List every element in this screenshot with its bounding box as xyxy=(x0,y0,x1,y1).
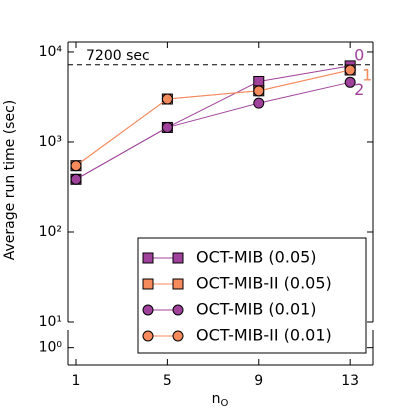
x-axis-label-base: n xyxy=(212,391,221,407)
series-line xyxy=(75,69,351,167)
marker xyxy=(253,85,265,97)
x-tick-label: 5 xyxy=(163,373,172,389)
y-tick-label: 10⁰ xyxy=(39,340,63,356)
marker xyxy=(70,160,82,172)
series-line xyxy=(75,69,351,167)
legend-label: OCT-MIB (0.01) xyxy=(196,300,317,319)
marker xyxy=(344,76,356,88)
series-line xyxy=(75,65,351,180)
x-axis-label-sub: O xyxy=(221,398,229,409)
legend-marker xyxy=(142,278,154,290)
marker xyxy=(253,75,265,87)
y-tick-label: 10² xyxy=(39,224,62,240)
legend-label: OCT-MIB-II (0.05) xyxy=(196,274,332,293)
reference-label: 7200 sec xyxy=(86,48,150,64)
annotation: 0 xyxy=(354,45,364,64)
x-tick-label: 1 xyxy=(72,373,81,389)
x-tick-label: 13 xyxy=(341,373,359,389)
legend-marker xyxy=(142,252,154,264)
legend-marker xyxy=(172,252,184,264)
y-tick-label: 10³ xyxy=(39,134,62,150)
marker xyxy=(344,64,356,76)
annotation: 2 xyxy=(354,80,364,99)
marker xyxy=(161,121,173,133)
legend-marker xyxy=(172,278,184,290)
marker xyxy=(253,97,265,109)
y-tick-label: 10¹ xyxy=(39,314,62,330)
legend-marker xyxy=(142,304,154,316)
legend-label: OCT-MIB-II (0.01) xyxy=(196,326,332,345)
y-axis-label: Average run time (sec) xyxy=(2,100,18,261)
legend-marker xyxy=(172,304,184,316)
marker xyxy=(70,173,82,185)
series-line xyxy=(75,81,351,180)
legend-marker xyxy=(172,330,184,342)
x-tick-label: 9 xyxy=(254,373,263,389)
annotation: 1 xyxy=(362,66,372,85)
legend-label: OCT-MIB (0.05) xyxy=(196,248,317,267)
marker xyxy=(161,93,173,105)
legend-marker xyxy=(142,330,154,342)
y-tick-label: 10⁴ xyxy=(39,44,63,60)
x-axis-label: nO xyxy=(212,391,229,409)
legend: OCT-MIB (0.05) OCT-MIB-II (0.05) OCT-MIB (… xyxy=(137,237,367,354)
